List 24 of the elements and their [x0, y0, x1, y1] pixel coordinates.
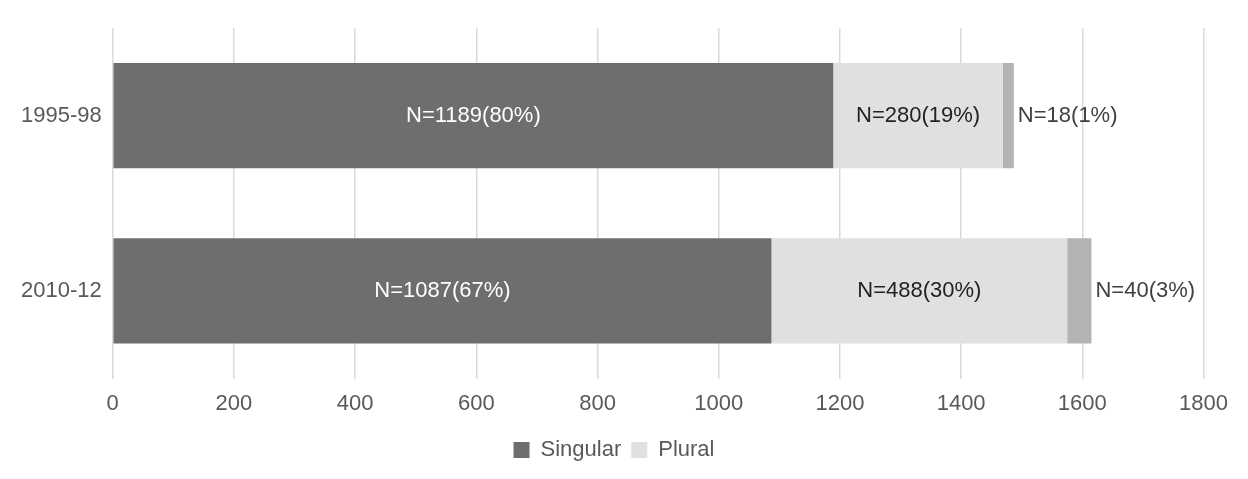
bar	[1067, 238, 1092, 344]
x-tick-label: 1600	[1057, 389, 1107, 415]
x-tick-label: 1800	[1179, 389, 1229, 415]
y-tick-label: 2010-12	[20, 277, 102, 303]
x-tick-label: 400	[336, 389, 374, 415]
data-label: N=40(3%)	[1095, 277, 1196, 303]
bar	[113, 238, 772, 344]
x-tick-label: 1200	[815, 389, 865, 415]
data-label: N=488(30%)	[857, 277, 982, 303]
legend-label: Plural	[658, 436, 715, 462]
x-tick-label: 1000	[694, 389, 744, 415]
bar	[1002, 63, 1014, 169]
data-label: N=18(1%)	[1017, 101, 1118, 127]
x-tick-label: 800	[579, 389, 616, 415]
y-tick-label: 1995-98	[20, 101, 102, 127]
x-tick-label: 0	[106, 389, 119, 415]
x-tick-label: 1400	[936, 389, 986, 415]
data-label: N=1087(67%)	[374, 277, 511, 303]
x-tick-label: 200	[215, 389, 253, 415]
legend-label: Singular	[540, 436, 622, 462]
data-label: N=1189(80%)	[406, 101, 541, 127]
x-tick-label: 600	[457, 389, 495, 415]
data-label: N=280(19%)	[856, 101, 981, 127]
bar	[113, 63, 834, 169]
